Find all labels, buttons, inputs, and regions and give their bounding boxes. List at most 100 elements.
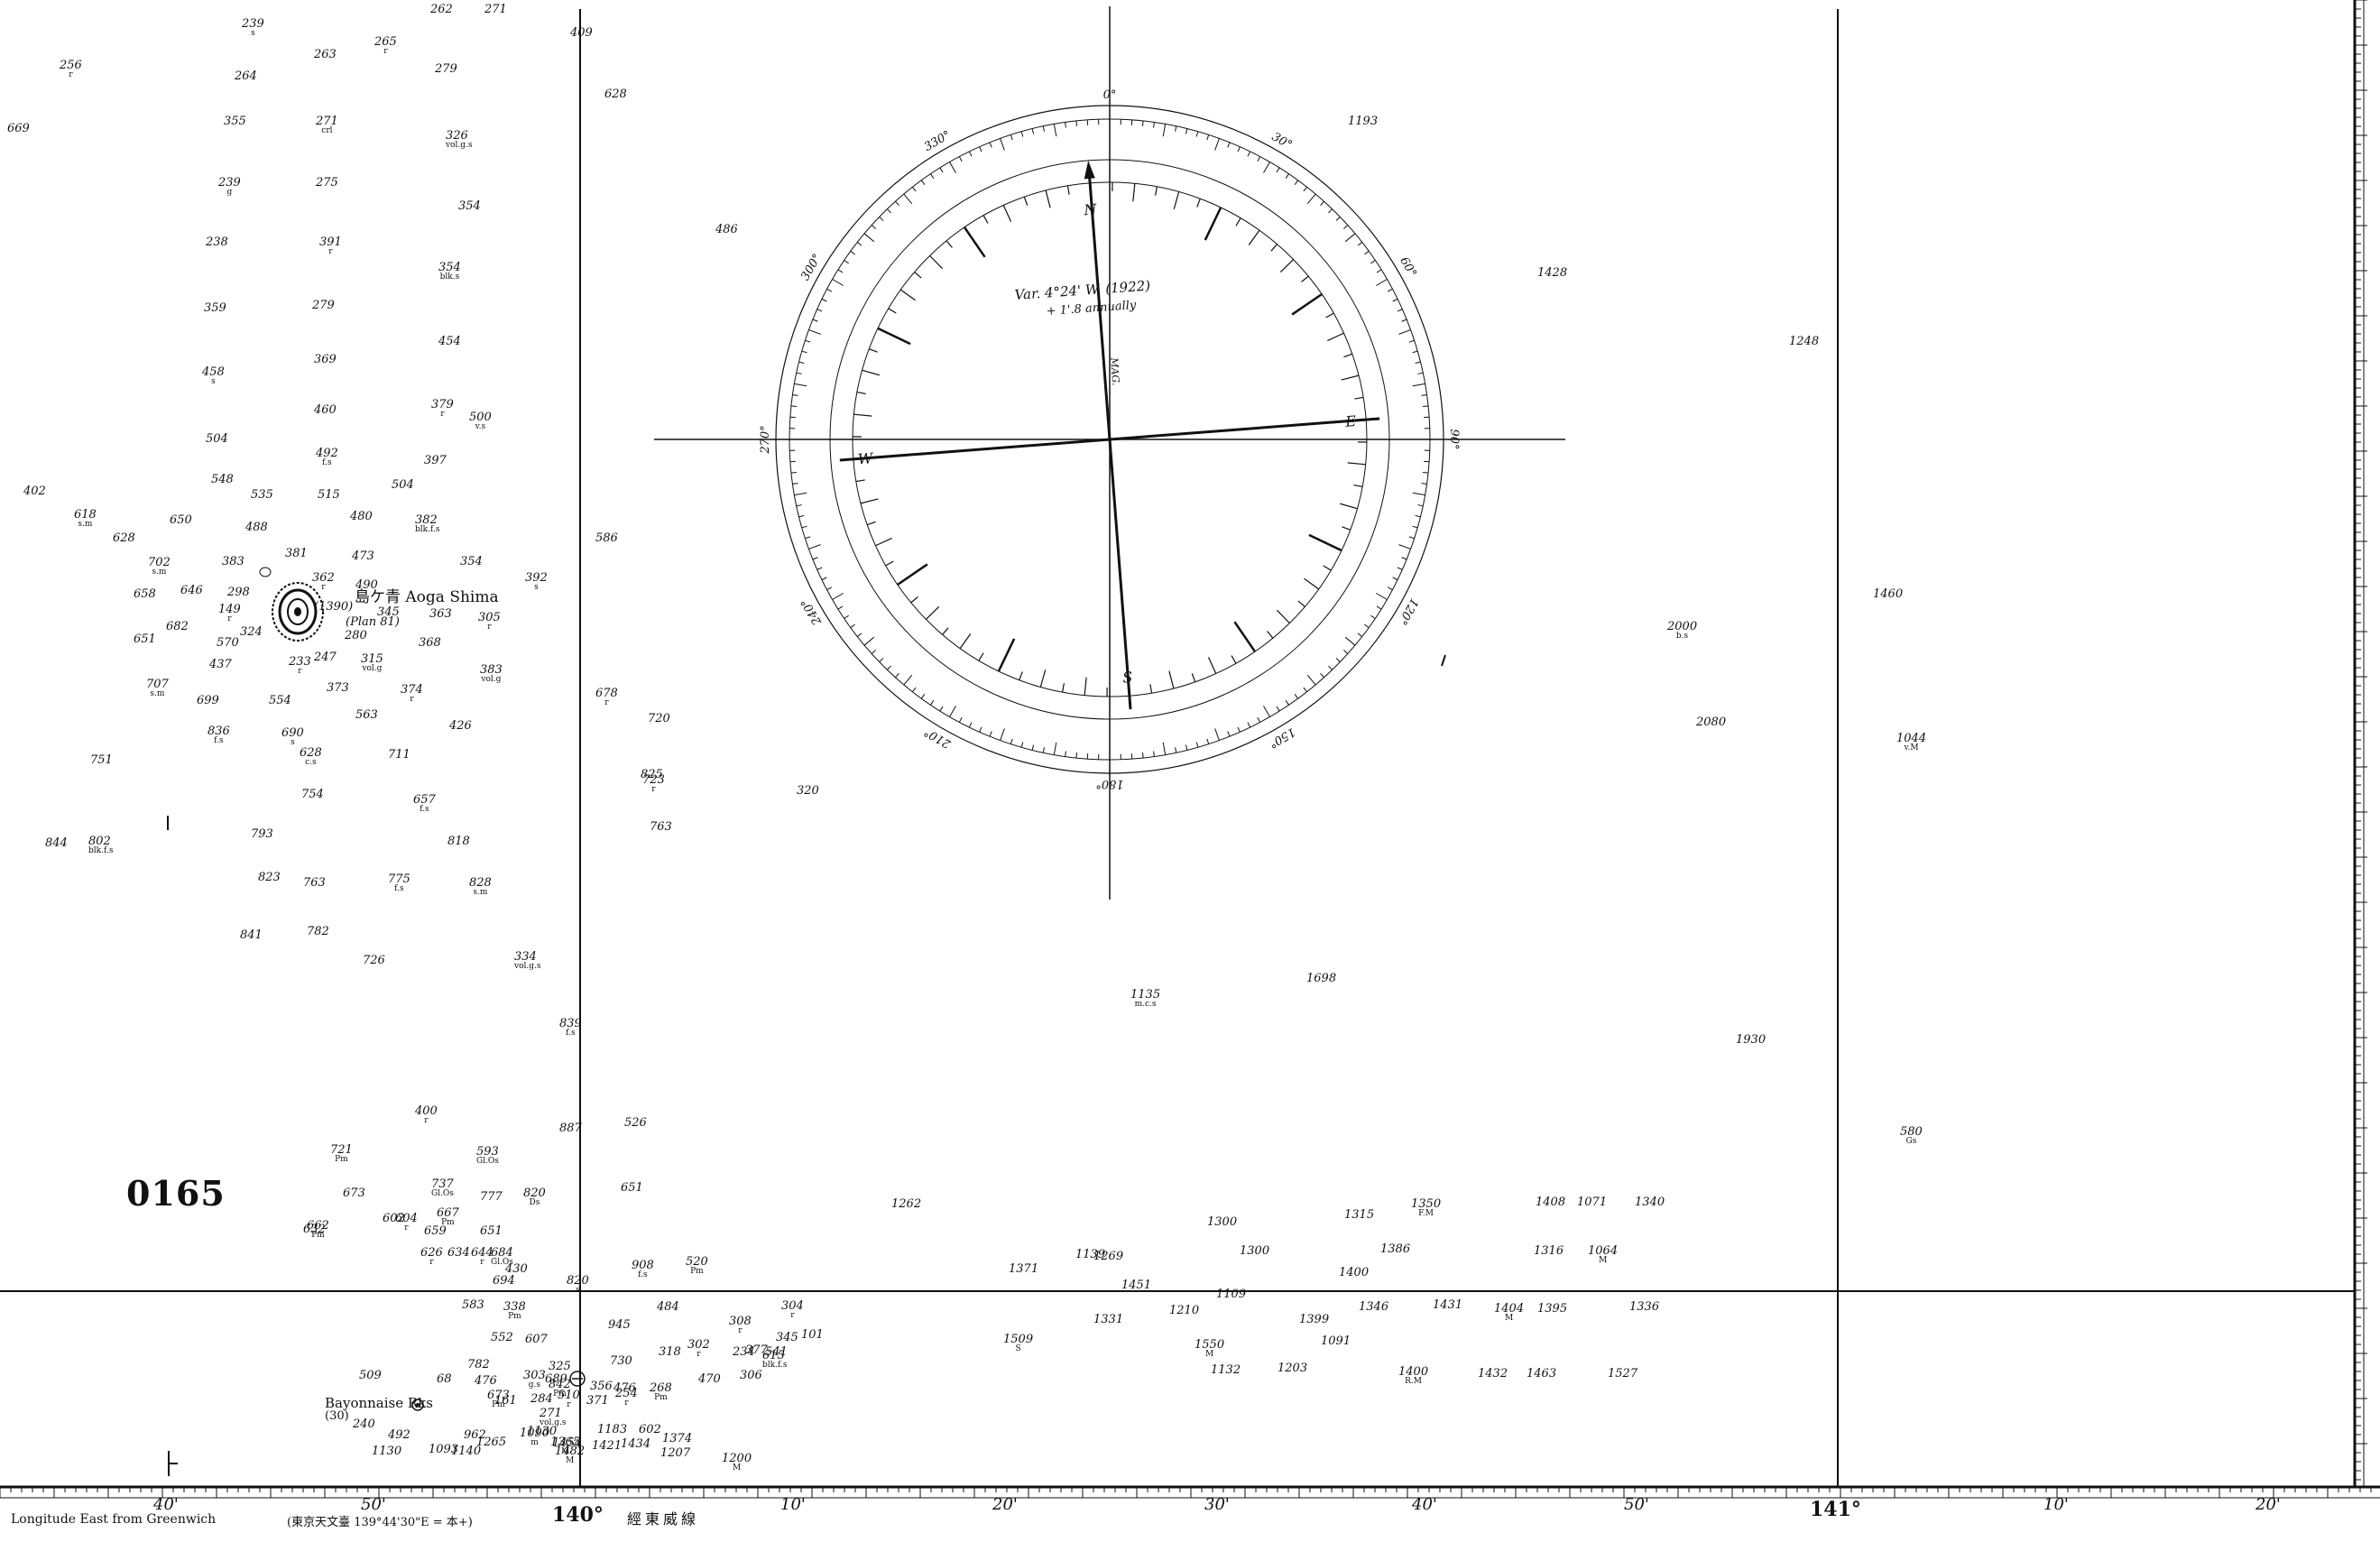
sounding-value: 298 [227, 586, 250, 599]
outer-tick [920, 180, 926, 185]
north-arrow-icon [1084, 160, 1095, 180]
outer-tick [1141, 753, 1144, 759]
seabed-quality: M [732, 1464, 742, 1473]
seabed-quality: s [211, 377, 216, 386]
seabed-quality: vol.g [362, 664, 383, 673]
sounding-value: 841 [240, 928, 263, 942]
rose-cardinal-w: W [857, 449, 874, 467]
right-scale-ticks [2355, 0, 2367, 1481]
sounding-value: 149 [218, 603, 241, 616]
sounding-value: 1300 [1240, 1244, 1270, 1258]
outer-tick [1263, 706, 1270, 717]
sounding-value: 615 [762, 1349, 785, 1362]
outer-tick [796, 372, 802, 374]
degree-140-label: 140° [552, 1503, 604, 1527]
inner-tick [997, 638, 1016, 672]
sounding-value: 908 [632, 1259, 654, 1272]
rose-outer-ring [775, 105, 1444, 774]
outer-tick [1000, 138, 1005, 151]
inner-tick [860, 498, 879, 504]
depth-sounding: 458 s [202, 366, 225, 386]
sounding-value: 1091 [1321, 1334, 1351, 1348]
sounding-value: 1400 [1339, 1266, 1370, 1279]
sounding-value: 1130 [372, 1445, 402, 1458]
inner-tick [1233, 621, 1257, 652]
depth-sounding: 383 [222, 556, 244, 568]
outer-tick [1344, 636, 1356, 646]
outer-tick [805, 536, 811, 540]
depth-sounding: 263 [314, 49, 337, 60]
outer-tick [1397, 567, 1403, 570]
sounding-value: 492 [388, 1428, 411, 1442]
outer-tick [1412, 383, 1425, 387]
outer-tick [805, 339, 811, 343]
sounding-value: 628 [300, 746, 322, 760]
outer-tick [930, 173, 935, 179]
outer-tick [812, 557, 818, 560]
sounding-value: 500 [469, 411, 492, 424]
depth-sounding: 383 vol.g [480, 664, 503, 684]
sounding-value: 775 [388, 873, 411, 886]
outer-tick [844, 614, 849, 619]
depth-sounding: 374 r [401, 684, 423, 704]
depth-sounding: 1316 [1534, 1245, 1564, 1257]
sounding-value: 354 [458, 199, 481, 213]
depth-sounding: 908 f.s [632, 1260, 654, 1279]
outer-tick [1412, 525, 1418, 529]
outer-tick [1010, 738, 1013, 744]
depth-sounding: 369 [314, 354, 337, 365]
rose-middle-ring [829, 159, 1390, 720]
sounding-value: 554 [269, 694, 291, 707]
sounding-value: 279 [435, 62, 457, 76]
sounding-value: 721 [330, 1143, 353, 1157]
depth-sounding: 460 [314, 404, 337, 416]
seabed-quality: r [440, 410, 445, 419]
compass-rose: 0° 30° 60° 90° 120° 150° 180° 210° 240° 270° 300° 3… [654, 6, 1565, 900]
outer-tick [1387, 586, 1393, 591]
outer-tick [949, 162, 956, 173]
sounding-value: 356 [590, 1380, 613, 1393]
seabed-quality: f.s [322, 458, 332, 467]
inner-degree-ticks [853, 182, 1367, 697]
depth-sounding: 68 [437, 1373, 452, 1385]
depth-sounding: 1482 M [555, 1445, 585, 1465]
sounding-value: 306 [740, 1369, 762, 1382]
seabed-quality: blk.f.s [415, 525, 440, 534]
outer-tick [1415, 361, 1421, 365]
outer-tick [1237, 146, 1241, 152]
outer-degree-label: 330° [922, 128, 954, 154]
sounding-value: 374 [401, 683, 423, 697]
depth-sounding: 1262 [891, 1198, 921, 1210]
sounding-value: 271 [316, 115, 338, 128]
outer-tick [1421, 394, 1427, 396]
inner-tick [1204, 207, 1222, 241]
rock-symbol [569, 1371, 586, 1387]
outer-tick [1237, 726, 1241, 733]
sounding-value: 239 [218, 176, 241, 189]
depth-sounding: 823 [258, 872, 281, 883]
depth-sounding: 520 Pm [686, 1256, 708, 1276]
depth-sounding: 1091 [1321, 1335, 1351, 1347]
depth-sounding: 325 [549, 1361, 571, 1372]
seabed-quality: blk.s [439, 272, 460, 282]
inner-tick [978, 652, 984, 661]
depth-sounding: 381 [285, 548, 308, 559]
depth-sounding: 318 [659, 1346, 681, 1358]
depth-sounding: 275 [316, 177, 338, 189]
depth-sounding: 651 [134, 633, 156, 645]
rose-inner-ring [852, 181, 1368, 697]
depth-sounding: 284 [530, 1393, 553, 1405]
depth-sounding: 1315 [1344, 1209, 1374, 1221]
depth-sounding: 632 [303, 1223, 326, 1235]
seabed-quality: s.m [150, 689, 165, 698]
sounding-value: 669 [7, 122, 30, 135]
depth-sounding: 1135 m.c.s [1130, 989, 1160, 1009]
outer-tick [1042, 747, 1045, 753]
depth-sounding: 356 [590, 1380, 613, 1392]
outer-tick [801, 525, 807, 529]
sounding-value: 1130 [527, 1425, 558, 1438]
depth-sounding: 1365 M [550, 1436, 580, 1456]
outer-tick [1397, 309, 1403, 312]
outer-tick [1214, 728, 1220, 741]
sounding-value: 509 [359, 1369, 382, 1382]
